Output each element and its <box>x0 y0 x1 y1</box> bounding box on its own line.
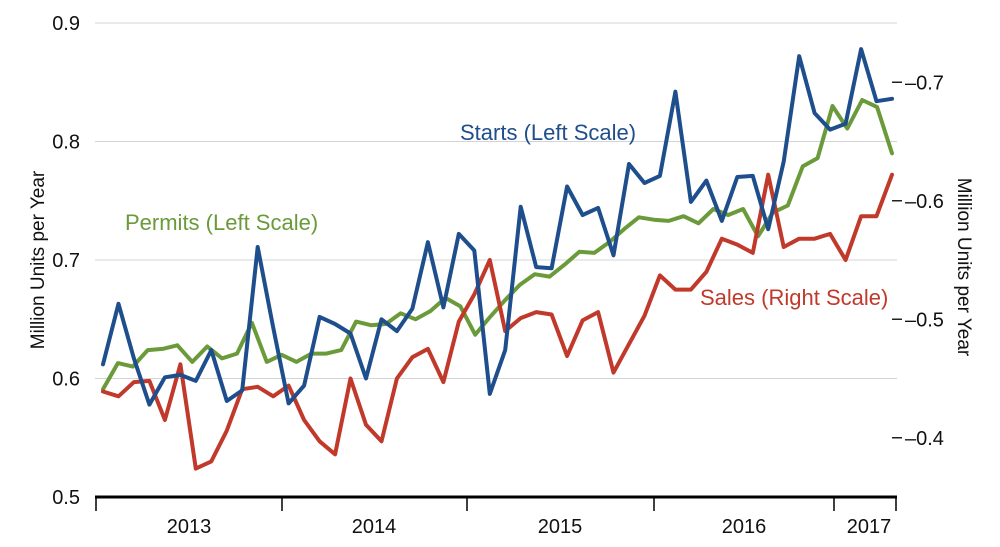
x-axis-labels: 2013 2014 2015 2016 2017 <box>167 516 892 538</box>
sales-series-line <box>101 172 894 471</box>
x-tick-label: 2015 <box>538 516 583 538</box>
left-tick-label: 0.7 <box>52 250 80 272</box>
sales-annotation: Sales (Right Scale) <box>700 285 888 310</box>
right-tick-label: –0.6 <box>905 191 944 213</box>
x-tick-label: 2016 <box>722 516 767 538</box>
series-lines <box>101 47 894 471</box>
starts-series-line <box>101 47 894 407</box>
x-axis-ticks <box>95 497 897 511</box>
permits-annotation: Permits (Left Scale) <box>125 210 318 235</box>
left-axis-title: Million Units per Year <box>28 170 49 349</box>
right-tick-label: –0.5 <box>905 309 944 331</box>
left-tick-label: 0.8 <box>52 132 80 154</box>
x-tick-label: 2014 <box>352 516 397 538</box>
left-tick-label: 0.9 <box>52 13 80 35</box>
permits-series-line <box>101 98 894 392</box>
right-axis-title: Million Units per Year <box>953 178 974 357</box>
x-tick-label: 2017 <box>847 516 892 538</box>
left-tick-label: 0.5 <box>52 487 80 509</box>
right-tick-label: –0.4 <box>905 428 944 450</box>
left-tick-label: 0.6 <box>52 369 80 391</box>
starts-annotation: Starts (Left Scale) <box>460 120 636 145</box>
right-axis-ticks: –0.4 –0.5 –0.6 –0.7 <box>892 72 944 450</box>
right-tick-label: –0.7 <box>905 72 944 94</box>
left-axis-ticks: 0.5 0.6 0.7 0.8 0.9 <box>52 13 80 509</box>
x-tick-label: 2013 <box>167 516 212 538</box>
